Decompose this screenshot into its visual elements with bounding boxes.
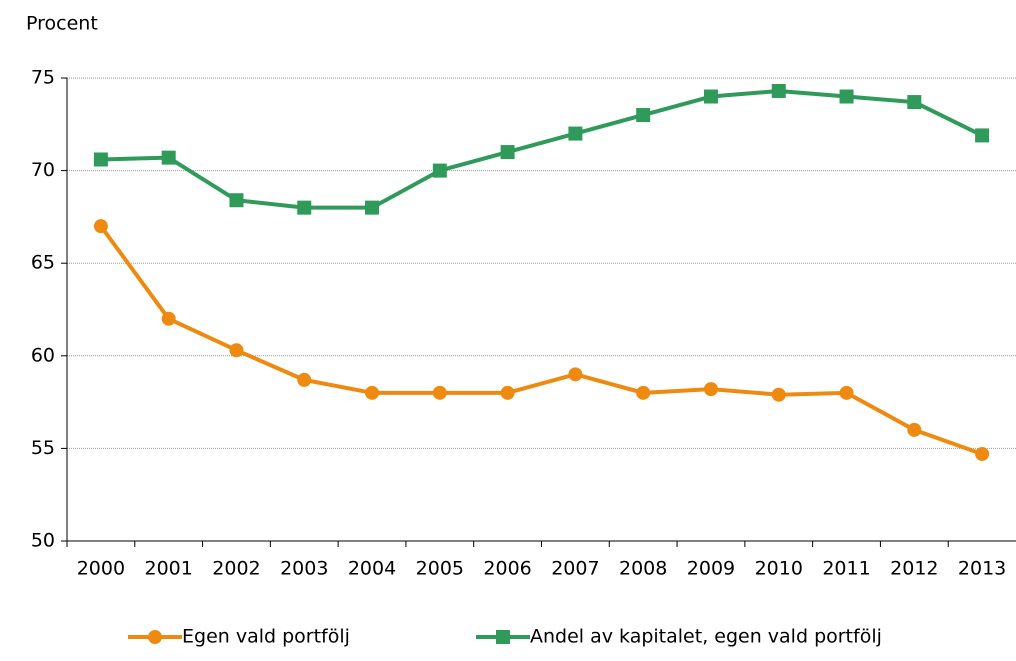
data-point	[771, 83, 786, 98]
data-point	[229, 343, 244, 358]
y-axis-label: Procent	[26, 13, 98, 35]
y-tick-label: 75	[31, 67, 55, 89]
x-tick-label: 2005	[416, 558, 464, 580]
x-tick-label: 2001	[144, 558, 192, 580]
data-point	[771, 387, 786, 402]
x-tick-label: 2007	[551, 558, 599, 580]
legend-marker	[496, 630, 510, 644]
y-tick-label: 55	[31, 437, 55, 459]
x-tick-label: 2006	[483, 558, 531, 580]
y-tick-label: 70	[31, 159, 55, 181]
series-line	[100, 88, 983, 210]
data-point	[636, 385, 651, 400]
data-point	[93, 219, 108, 234]
x-tick-label: 2009	[687, 558, 735, 580]
data-point	[975, 128, 990, 143]
y-tick-label: 65	[31, 252, 55, 274]
data-point	[365, 200, 380, 215]
data-point	[161, 150, 176, 165]
legend-label: Egen vald portfölj	[182, 626, 350, 648]
x-tick-label: 2003	[280, 558, 328, 580]
x-tick-label: 2013	[958, 558, 1006, 580]
data-point	[839, 385, 854, 400]
data-point	[297, 200, 312, 215]
data-point	[703, 89, 718, 104]
data-point	[636, 108, 651, 123]
x-tick-label: 2008	[619, 558, 667, 580]
data-point	[161, 311, 176, 326]
data-point	[500, 145, 515, 160]
y-tick-label: 60	[31, 344, 55, 366]
data-point	[365, 385, 380, 400]
x-tick-label: 2011	[822, 558, 870, 580]
x-tick-label: 2002	[212, 558, 260, 580]
x-tick-label: 2010	[755, 558, 803, 580]
data-point	[432, 385, 447, 400]
legend-marker	[148, 630, 162, 644]
data-point	[568, 367, 583, 382]
data-point	[568, 126, 583, 141]
legend-label: Andel av kapitalet, egen vald portfölj	[530, 626, 882, 648]
data-point	[432, 163, 447, 178]
data-point	[229, 193, 244, 208]
data-point	[975, 446, 990, 461]
x-tick-label: 2000	[77, 558, 125, 580]
data-point	[297, 372, 312, 387]
x-tick-label: 2004	[348, 558, 396, 580]
data-point	[93, 152, 108, 167]
x-tick-label: 2012	[890, 558, 938, 580]
data-point	[500, 385, 515, 400]
series-line	[99, 224, 983, 456]
y-tick-label: 50	[31, 530, 55, 552]
data-point	[907, 422, 922, 437]
data-point	[839, 89, 854, 104]
data-point	[907, 95, 922, 110]
data-point	[703, 382, 718, 397]
